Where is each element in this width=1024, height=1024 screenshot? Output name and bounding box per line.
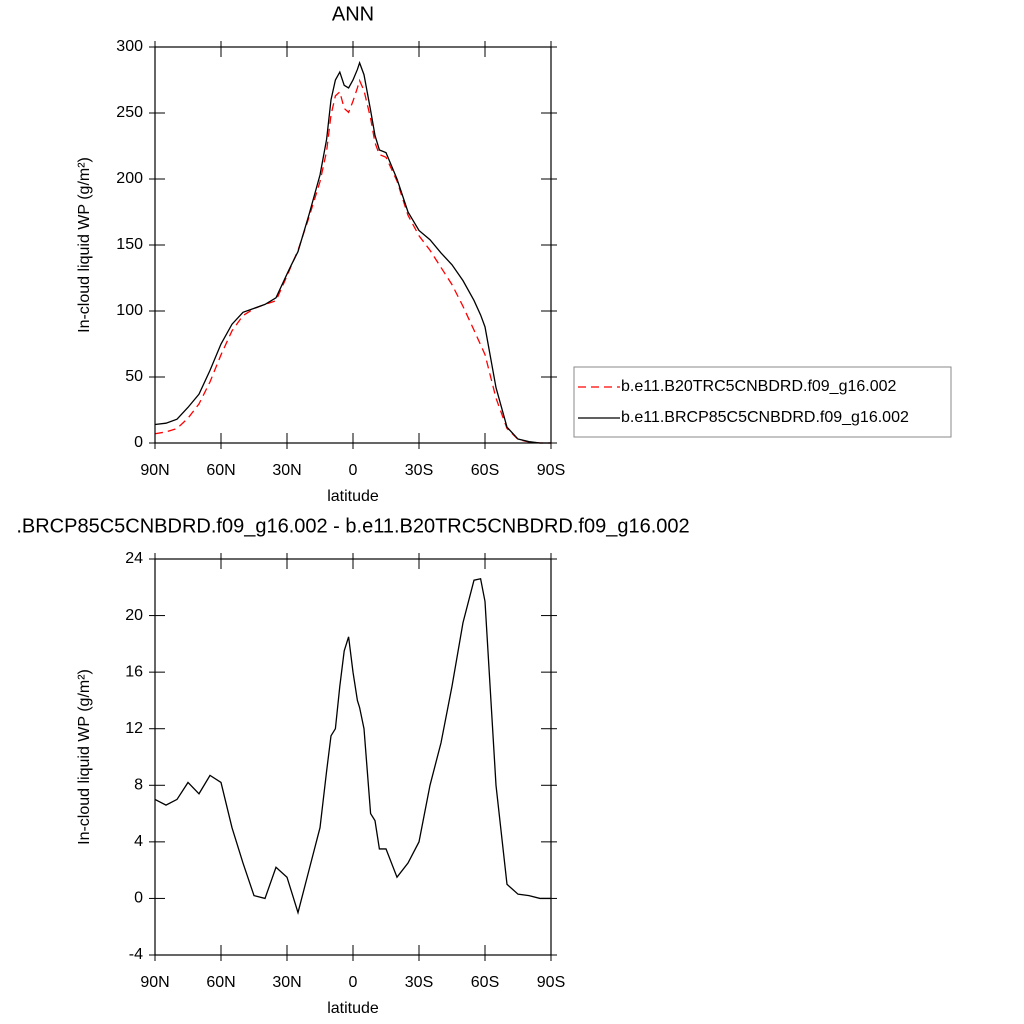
x-tick-label: 30S	[405, 974, 433, 991]
legend-label: b.e11.B20TRC5CNBDRD.f09_g16.002	[621, 378, 897, 395]
x-tick-label: 90N	[140, 462, 169, 479]
data-line	[154, 578, 551, 915]
y-tick-label: 300	[116, 38, 143, 55]
x-tick-label: 0	[349, 974, 358, 991]
plot-frame	[154, 558, 552, 956]
x-tick-label: 90S	[537, 974, 565, 991]
y-tick-label: 8	[134, 777, 143, 794]
x-tick-label: 90S	[537, 462, 565, 479]
y-tick-label: 250	[116, 104, 143, 121]
x-tick-label: 60S	[471, 462, 499, 479]
plot-frame	[154, 46, 552, 444]
chart-title: ANN	[332, 3, 374, 25]
y-tick-label: 20	[125, 607, 143, 624]
x-tick-label: 0	[349, 462, 358, 479]
x-tick-label: 60S	[471, 974, 499, 991]
y-tick-label: 50	[125, 368, 143, 385]
y-tick-label: 24	[125, 550, 143, 567]
x-axis-label: latitude	[327, 488, 379, 505]
legend-label: b.e11.BRCP85C5CNBDRD.f09_g16.002	[621, 409, 909, 426]
x-tick-label: 30N	[272, 974, 301, 991]
y-tick-label: 0	[134, 890, 143, 907]
x-tick-label: 60N	[206, 974, 235, 991]
data-line	[154, 78, 551, 444]
chart-title: .BRCP85C5CNBDRD.f09_g16.002 - b.e11.B20T…	[16, 515, 689, 537]
legend-box	[573, 366, 952, 438]
y-axis-label: In-cloud liquid WP (g/m²)	[76, 157, 93, 333]
y-tick-label: 150	[116, 236, 143, 253]
y-tick-label: 12	[125, 720, 143, 737]
x-tick-label: 60N	[206, 462, 235, 479]
y-tick-label: 200	[116, 170, 143, 187]
data-line	[154, 60, 551, 444]
y-tick-label: 16	[125, 663, 143, 680]
x-tick-label: 30S	[405, 462, 433, 479]
x-axis-label: latitude	[327, 1000, 379, 1017]
y-tick-label: 100	[116, 302, 143, 319]
y-axis-label: In-cloud liquid WP (g/m²)	[76, 669, 93, 845]
y-tick-label: 0	[134, 434, 143, 451]
x-tick-label: 30N	[272, 462, 301, 479]
y-tick-label: 4	[134, 833, 143, 850]
y-tick-label: -4	[129, 946, 143, 963]
x-tick-label: 90N	[140, 974, 169, 991]
